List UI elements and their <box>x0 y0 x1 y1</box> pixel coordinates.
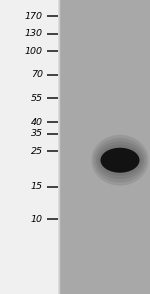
Text: 15: 15 <box>31 182 43 191</box>
Text: 10: 10 <box>31 215 43 223</box>
Ellipse shape <box>92 135 148 186</box>
Text: 130: 130 <box>25 29 43 38</box>
Text: 70: 70 <box>31 71 43 79</box>
Text: 100: 100 <box>25 47 43 56</box>
Ellipse shape <box>96 141 144 179</box>
Text: 25: 25 <box>31 147 43 156</box>
Text: 40: 40 <box>31 118 43 126</box>
Ellipse shape <box>94 138 146 182</box>
Text: 170: 170 <box>25 12 43 21</box>
Bar <box>59 0 150 294</box>
Ellipse shape <box>98 145 142 176</box>
Text: 35: 35 <box>31 129 43 138</box>
Text: 55: 55 <box>31 94 43 103</box>
Ellipse shape <box>100 148 140 173</box>
